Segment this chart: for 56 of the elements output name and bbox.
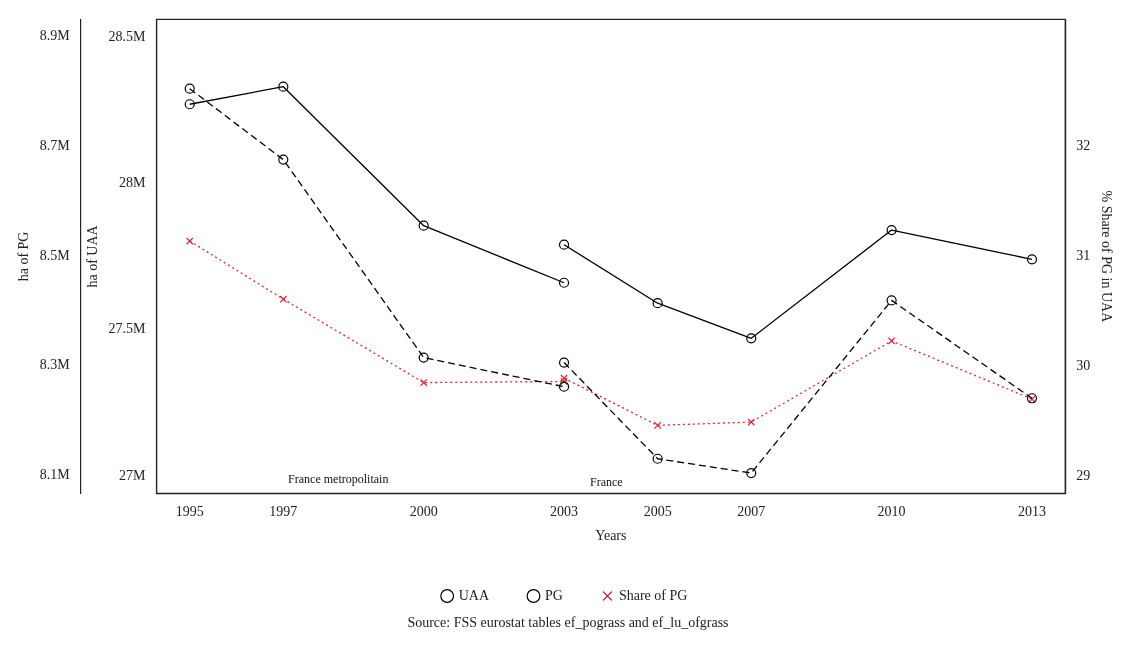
point (746, 333, 757, 344)
point (419, 378, 428, 387)
y3-tick-label: 8.9M (39, 27, 71, 43)
point (558, 357, 570, 368)
y2-tick-label: 29 (1076, 467, 1091, 483)
x-axis-title: Years (595, 528, 627, 544)
y3-tick-label: 8.5M (39, 247, 71, 263)
point (1026, 254, 1038, 265)
y2-axis-title: % Share of PG in UAA (1098, 190, 1114, 324)
point (558, 239, 570, 250)
point (560, 377, 568, 386)
y3-axis-title: ha of PG (16, 231, 32, 282)
x-tick-label: 2000 (409, 504, 438, 520)
legend-label: UAA (458, 587, 490, 603)
y2-tick-label: 31 (1076, 248, 1091, 264)
x-tick-label: 2003 (550, 504, 579, 520)
point (887, 337, 896, 345)
point (886, 295, 897, 306)
source-note: Source: FSS eurostat tables ef_pograss and ef_lu_ofgrass (406, 615, 730, 631)
legend-label: Share of PG (618, 587, 688, 603)
y-tick-label: 27.5M (108, 321, 147, 337)
y3-tick-label: 8.1M (39, 467, 71, 483)
y3-tick-label: 8.3M (39, 357, 71, 373)
point (558, 381, 570, 392)
point (560, 374, 568, 382)
annotation: France (589, 474, 623, 489)
x-tick-label: 2007 (737, 504, 766, 520)
point (886, 224, 897, 236)
point (653, 421, 662, 430)
y-tick-label: 28.5M (108, 28, 147, 44)
point (747, 418, 756, 426)
point (418, 220, 429, 231)
x-tick-label: 2005 (643, 504, 672, 520)
point (278, 154, 289, 165)
point (184, 99, 195, 110)
y-tick-label: 28M (119, 174, 147, 190)
y3-tick-label: 8.7M (39, 137, 71, 153)
point (185, 237, 194, 245)
point (652, 453, 663, 464)
y-tick-label: 27M (119, 467, 147, 483)
point (184, 83, 195, 94)
point (652, 298, 663, 309)
x-tick-label: 1997 (269, 504, 298, 520)
point (558, 277, 570, 288)
annotation: France metropolitain (288, 472, 389, 487)
y2-tick-label: 32 (1076, 138, 1091, 154)
point (418, 352, 429, 363)
x-tick-label: 2010 (877, 504, 906, 520)
x-tick-label: 1995 (175, 504, 204, 520)
point (278, 81, 289, 92)
point (279, 295, 288, 303)
y2-tick-label: 30 (1076, 357, 1091, 373)
point (746, 467, 757, 479)
legend-label: PG (545, 587, 563, 603)
y-axis-title: ha of UAA (84, 224, 100, 288)
x-tick-label: 2013 (1017, 504, 1046, 520)
